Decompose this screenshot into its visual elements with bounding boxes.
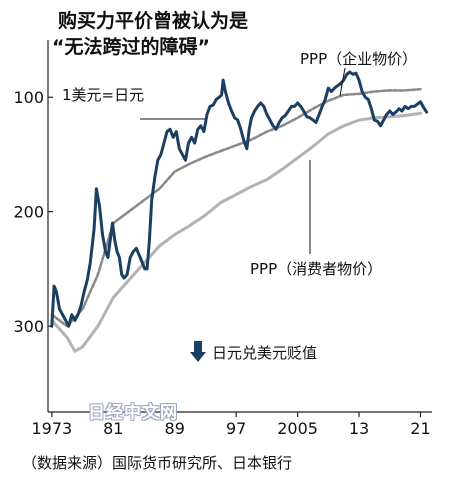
chart-title-line2: “无法跨过的障碍”	[52, 36, 210, 58]
ppp-corporate-label: PPP（企业物价）	[300, 50, 418, 68]
chart-title-line1: 购买力平价曾被认为是	[58, 10, 249, 32]
yen-weakening-label: 日元兑美元贬值	[212, 344, 318, 362]
x-tick-label: 1973	[31, 419, 72, 438]
x-tick-label: 89	[165, 419, 185, 438]
x-tick-label: 81	[103, 419, 123, 438]
leader-line-ppp-corporate	[339, 67, 346, 97]
series-line-ppp-corporate	[50, 87, 422, 328]
x-tick-label: 97	[226, 419, 246, 438]
series-layer	[50, 70, 429, 353]
series-line-exchange-rate	[50, 70, 429, 328]
x-tick-label: 21	[410, 419, 430, 438]
y-tick-label: 300	[13, 317, 44, 336]
x-tick-label: 13	[349, 419, 369, 438]
ppp-consumer-label: PPP（消费者物价）	[250, 260, 383, 278]
exchange-rate-label: 1美元=日元	[62, 86, 145, 104]
y-tick-label: 200	[13, 203, 44, 222]
down-arrow-icon	[190, 341, 206, 362]
series-line-ppp-consumer	[50, 111, 422, 353]
x-tick-label: 2005	[277, 419, 318, 438]
watermark: 日经中文网	[88, 403, 178, 423]
source-note: （数据来源）国际货币研究所、日本银行	[22, 454, 293, 472]
axis-layer: 100 200 300 1973 81 89 97 2005 13 21	[13, 40, 432, 438]
y-tick-label: 100	[13, 88, 44, 107]
